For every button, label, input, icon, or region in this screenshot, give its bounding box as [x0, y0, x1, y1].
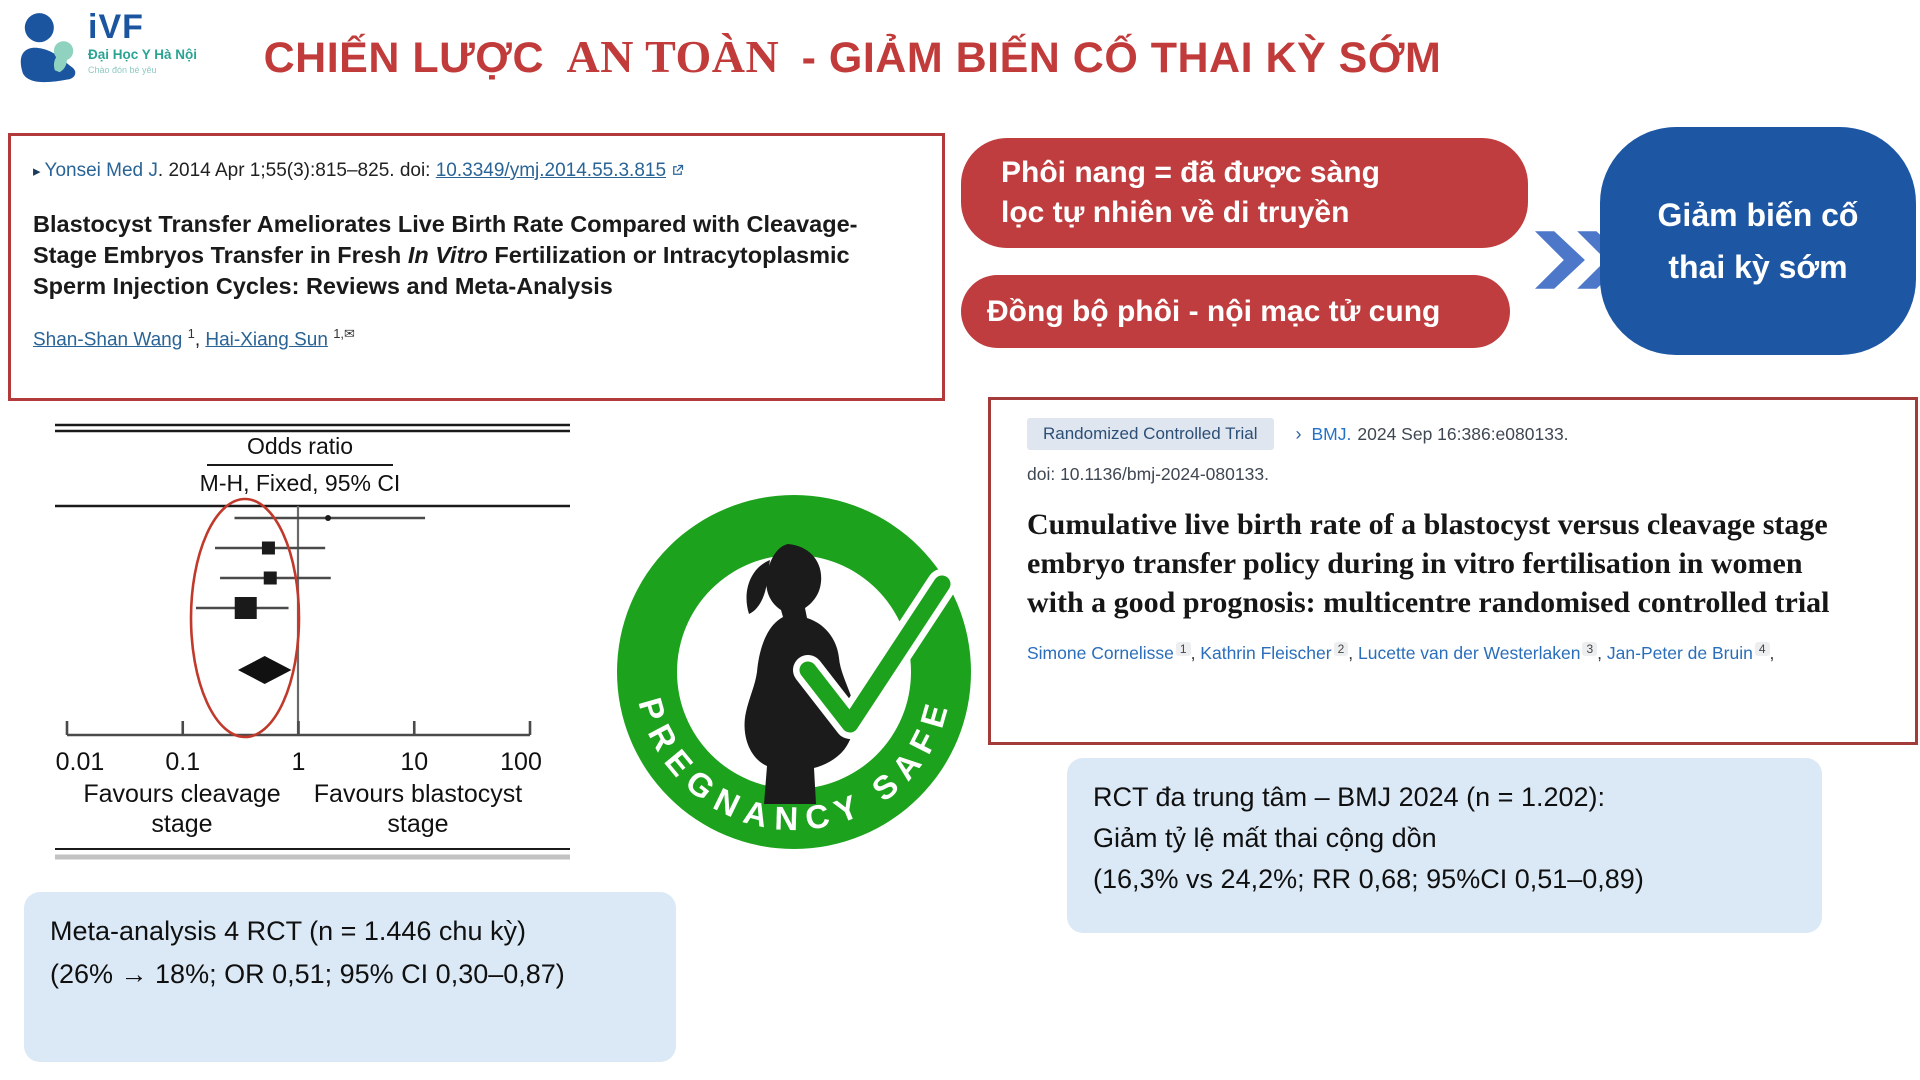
author-affiliation-chip: 3 [1582, 642, 1598, 656]
author-link[interactable]: Jan-Peter de Bruin [1606, 643, 1753, 663]
favours-right-label2: stage [387, 810, 448, 838]
flow-box-synchrony: Đồng bộ phôi - nội mạc tử cung [961, 275, 1510, 348]
ivf-logo-mark [20, 13, 76, 83]
svg-text:1: 1 [292, 748, 306, 776]
author-affiliation-chip: 4 [1754, 642, 1770, 656]
author-separator: , [194, 329, 206, 351]
author-link[interactable]: Kathrin Fleischer [1200, 643, 1332, 663]
svg-text:10: 10 [400, 748, 428, 776]
rct-note-line2: Giảm tỷ lệ mất thai cộng dồn [1093, 823, 1437, 854]
checkmark-icon [793, 569, 957, 739]
paper-title-italic: In Vitro [407, 242, 488, 269]
rct-note-line3: (16,3% vs 24,2%; RR 0,68; 95%CI 0,51–0,8… [1093, 864, 1644, 895]
favours-left-label2: stage [151, 810, 212, 838]
citation-text: . 2014 Apr 1;55(3):815–825. doi: [157, 160, 436, 181]
bmj-tag-row: Randomized Controlled Trial › BMJ. 2024 … [1027, 418, 1885, 450]
pregnancy-safe-badge: PREGNANCY SAFE [617, 495, 971, 849]
author-affiliation-chip: 2 [1333, 642, 1349, 656]
title-part1: CHIẾN LƯỢC [263, 34, 545, 82]
bmj-authors: Simone Cornelisse 1, Kathrin Fleischer 2, … [1027, 642, 1885, 664]
author-separator: , [1769, 643, 1775, 663]
author-link[interactable]: Hai-Xiang Sun [205, 329, 328, 351]
forest-plot-rows [195, 515, 426, 684]
bmj-citation-text: 2024 Sep 16:386:e080133. [1357, 423, 1569, 444]
page-title: CHIẾN LƯỢC AN TOÀN - GIẢM BIẾN CỐ THAI K… [0, 30, 1705, 83]
flow-result-box: Giảm biến cố thai kỳ sớm [1600, 127, 1916, 355]
forest-plot-axis: 0.01 0.1 1 10 100 [56, 721, 542, 776]
flow-box1-line2: lọc tự nhiên về di truyền [1001, 196, 1350, 229]
meta-analysis-note: Meta-analysis 4 RCT (n = 1.446 chu kỳ) (… [24, 892, 676, 1062]
rct-badge: Randomized Controlled Trial [1027, 418, 1274, 450]
bmj-doi: doi: 10.1136/bmj-2024-080133. [1027, 464, 1269, 484]
forest-plot: Odds ratio M-H, Fixed, 95% CI 0.01 0.1 1 10… [55, 423, 570, 860]
flow-box-screening: Phôi nang = đã được sàng lọc tự nhiên về… [961, 138, 1528, 248]
red-ellipse-annotation [189, 497, 301, 739]
favours-right-label: Favours blastocyst [314, 780, 522, 808]
external-link-icon[interactable] [670, 162, 685, 184]
logo-org: Đại Học Y Hà Nội [88, 47, 198, 62]
bmj-paper-title: Cumulative live birth rate of a blastocy… [1027, 508, 1830, 619]
title-part2: AN TOÀN [566, 31, 780, 82]
citation-line: ▸ Yonsei Med J. 2014 Apr 1;55(3):815–825.… [33, 160, 916, 184]
bmj-journal-link[interactable]: BMJ. [1311, 423, 1352, 444]
forest-plot-subtitle: M-H, Fixed, 95% CI [200, 470, 401, 496]
meta-analysis-line2: (26% → 18%; OR 0,51; 95% CI 0,30–0,87) [50, 959, 565, 990]
author-link[interactable]: Simone Cornelisse [1027, 643, 1174, 663]
paper-title-post: Fertilization or Intracytoplasmic Sperm … [33, 242, 850, 300]
rct-result-note: RCT đa trung tâm – BMJ 2024 (n = 1.202):… [1067, 758, 1822, 933]
meta-analysis-line1: Meta-analysis 4 RCT (n = 1.446 chu kỳ) [50, 916, 526, 946]
author-affiliation: 1 [187, 326, 195, 342]
svg-text:0.01: 0.01 [56, 748, 105, 776]
citation-triangle-icon: ▸ [33, 163, 41, 180]
flow-box2-text: Đồng bộ phôi - nội mạc tử cung [987, 294, 1441, 328]
author-separator: , [1597, 643, 1607, 663]
rct-note-line1: RCT đa trung tâm – BMJ 2024 (n = 1.202): [1093, 782, 1606, 812]
pubmed-citation-card: ▸ Yonsei Med J. 2014 Apr 1;55(3):815–825.… [8, 133, 945, 401]
title-part3: - GIẢM BIẾN CỐ THAI KỲ SỚM [801, 34, 1442, 82]
ivf-logo: iVF Đại Học Y Hà Nội Chào đón bé yêu [18, 10, 197, 86]
author-link[interactable]: Lucette van der Westerlaken [1358, 643, 1581, 663]
paper-title: Blastocyst Transfer Ameliorates Live Bir… [33, 209, 916, 302]
forest-plot-title: Odds ratio [247, 433, 353, 459]
author-affiliation-chip: 1 [1175, 642, 1191, 656]
svg-text:100: 100 [500, 748, 542, 776]
paper-authors: Shan-Shan Wang 1, Hai-Xiang Sun 1,✉ [33, 326, 916, 351]
flow-box1-line1: Phôi nang = đã được sàng [1001, 156, 1380, 189]
paper-title-pre: Blastocyst Transfer Ameliorates Live Bir… [33, 211, 858, 269]
author-link[interactable]: Shan-Shan Wang [33, 329, 183, 351]
chevron-right-icon: › [1295, 423, 1302, 444]
logo-tagline: Chào đón bé yêu [88, 64, 157, 75]
svg-text:0.1: 0.1 [165, 748, 200, 776]
bmj-citation-card: Randomized Controlled Trial › BMJ. 2024 … [988, 397, 1918, 745]
favours-left-label: Favours cleavage [83, 780, 280, 808]
logo-brand: iVF [88, 8, 144, 46]
journal-link[interactable]: Yonsei Med J [44, 160, 158, 181]
author-separator: , [1190, 643, 1201, 663]
flow-result-line1: Giảm biến cố [1657, 197, 1859, 233]
author-affiliation: 1,✉ [333, 326, 355, 342]
author-separator: , [1348, 643, 1359, 663]
doi-link[interactable]: 10.3349/ymj.2014.55.3.815 [435, 160, 667, 181]
flow-result-line2: thai kỳ sớm [1668, 249, 1848, 285]
